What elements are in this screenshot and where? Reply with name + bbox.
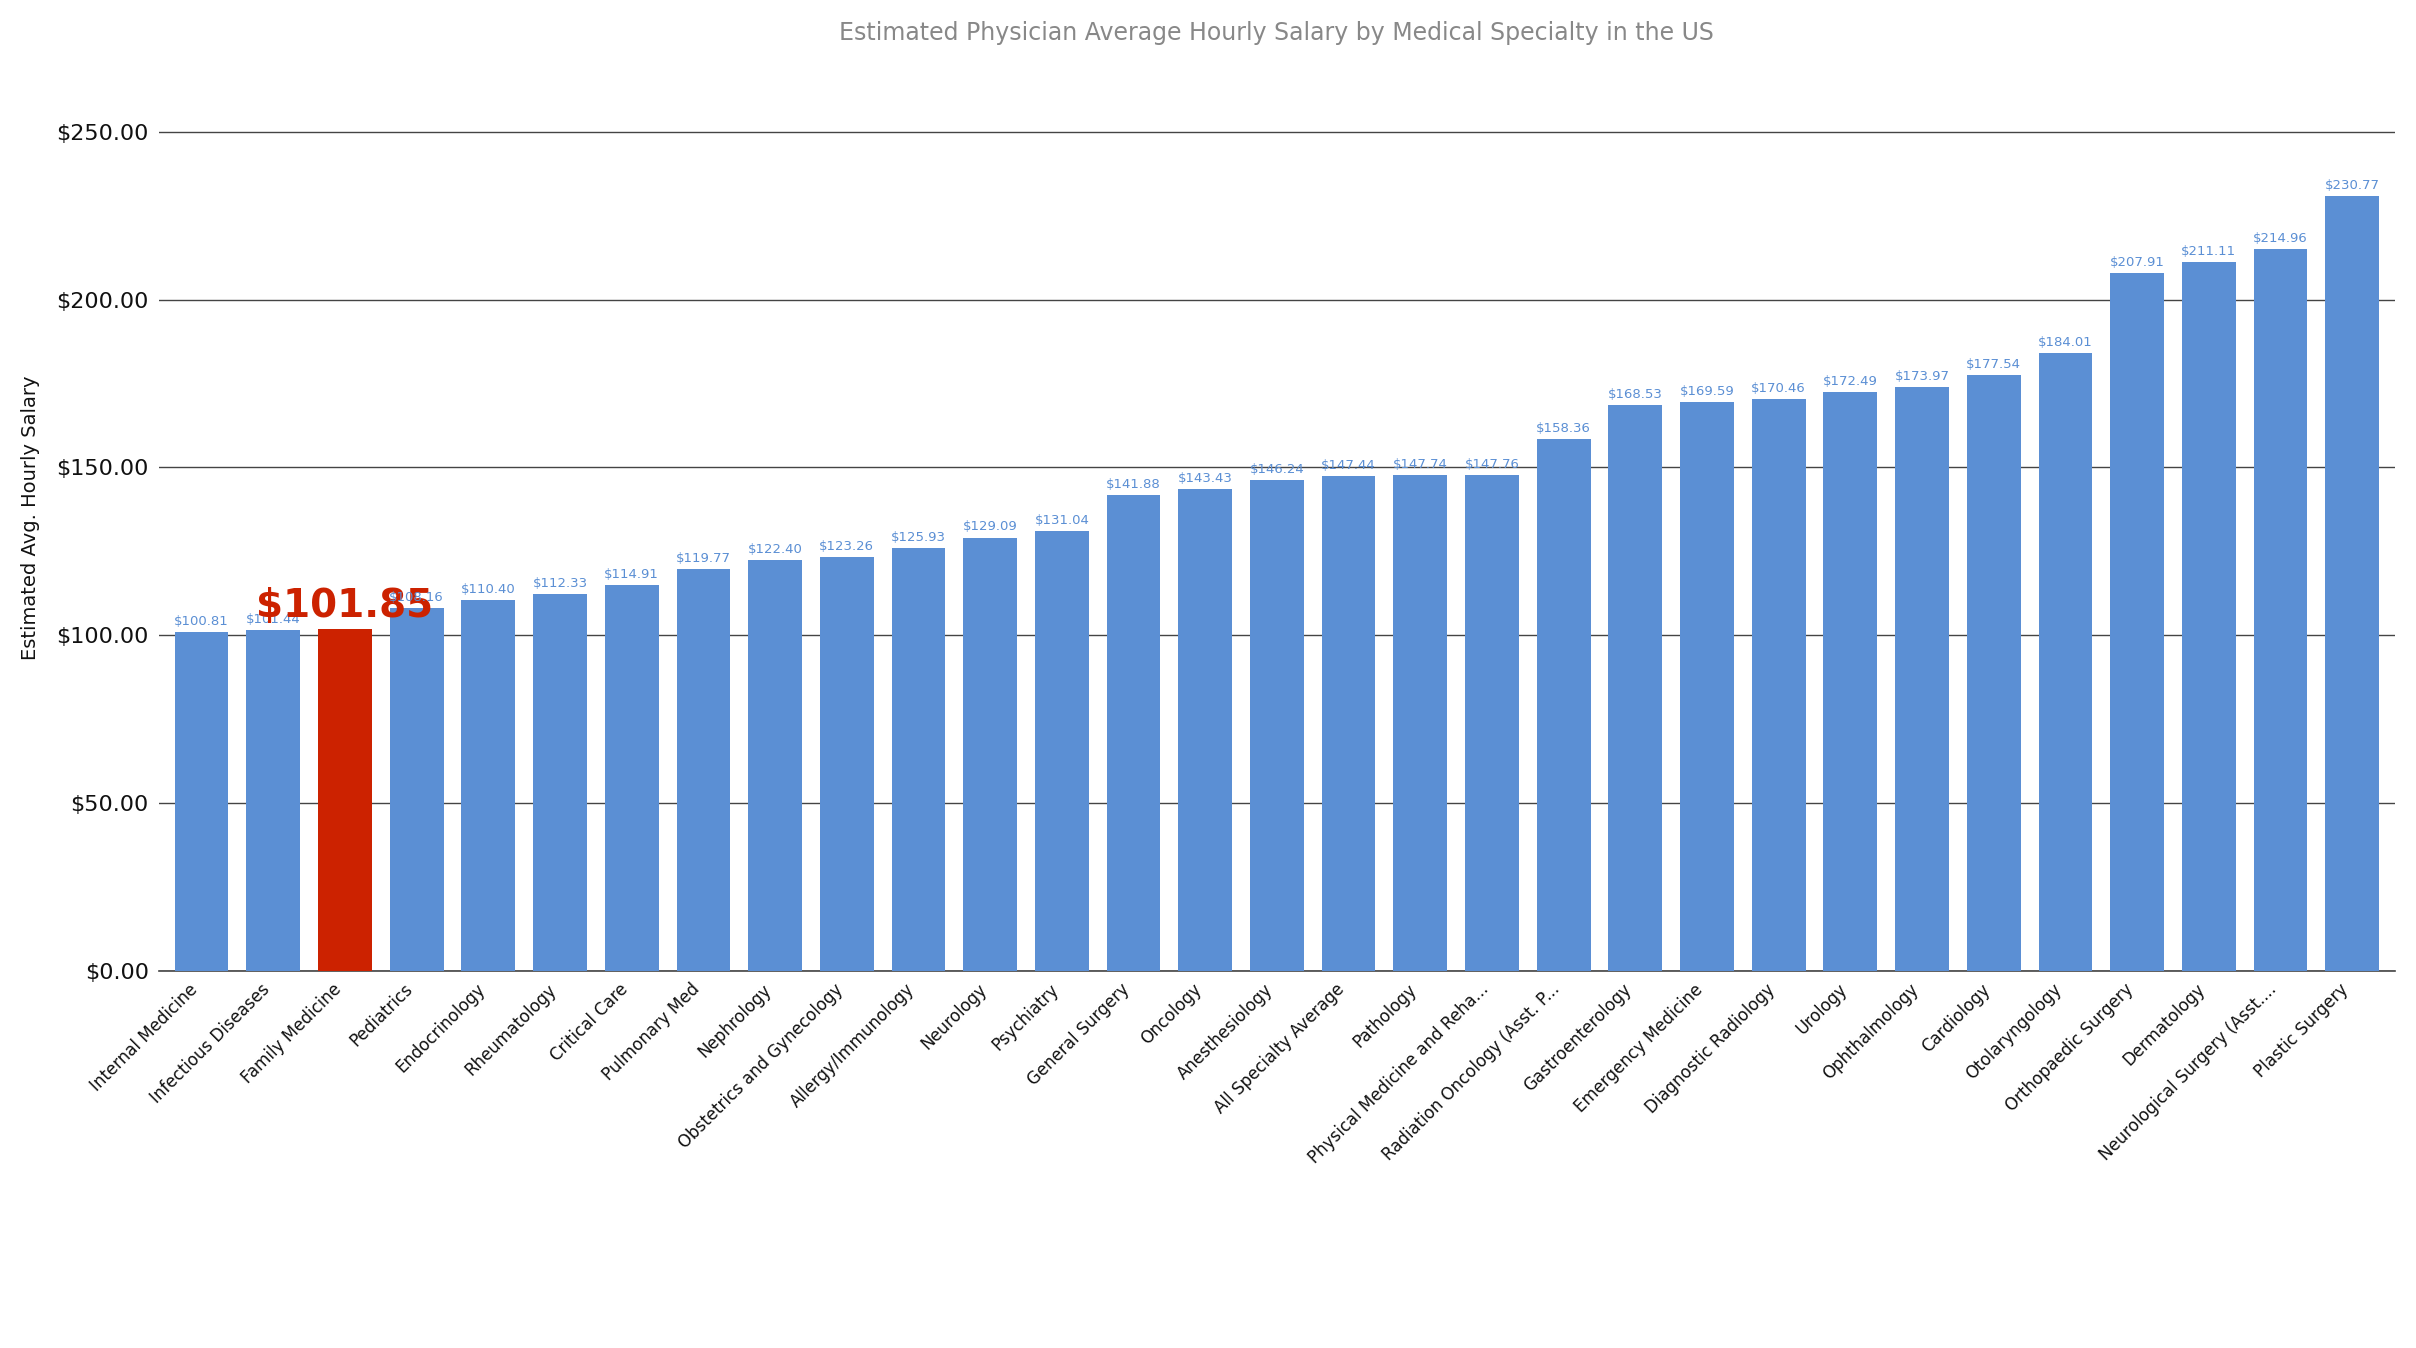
Bar	[534, 593, 587, 971]
Bar	[2182, 263, 2235, 971]
Text: $173.97: $173.97	[1894, 369, 1950, 383]
Bar	[1609, 406, 1662, 971]
Text: $172.49: $172.49	[1824, 375, 1877, 388]
Text: $146.24: $146.24	[1249, 462, 1305, 476]
Text: $177.54: $177.54	[1967, 359, 2022, 371]
Bar	[319, 630, 372, 971]
Bar	[1034, 531, 1090, 971]
Text: $100.81: $100.81	[174, 616, 230, 628]
Text: $158.36: $158.36	[1537, 422, 1592, 435]
Bar	[246, 631, 300, 971]
Bar	[819, 557, 875, 971]
Text: $147.74: $147.74	[1392, 458, 1447, 470]
Text: $170.46: $170.46	[1752, 381, 1807, 395]
Bar	[676, 569, 730, 971]
Text: $114.91: $114.91	[604, 568, 660, 581]
Bar	[461, 600, 515, 971]
Bar	[1752, 399, 1805, 971]
Bar	[1537, 439, 1590, 971]
Text: $110.40: $110.40	[461, 584, 515, 596]
Bar	[1249, 480, 1305, 971]
Text: $143.43: $143.43	[1177, 472, 1232, 485]
Bar	[2109, 274, 2165, 971]
Bar	[1824, 392, 1877, 971]
Bar	[1179, 489, 1232, 971]
Text: $147.76: $147.76	[1464, 458, 1520, 470]
Text: $101.85: $101.85	[256, 586, 432, 625]
Text: $101.44: $101.44	[246, 613, 300, 627]
Text: $122.40: $122.40	[747, 543, 802, 555]
Bar	[2254, 249, 2307, 971]
Y-axis label: Estimated Avg. Hourly Salary: Estimated Avg. Hourly Salary	[22, 376, 39, 661]
Bar	[604, 585, 660, 971]
Bar	[1464, 474, 1520, 971]
Bar	[389, 608, 445, 971]
Bar	[2039, 353, 2092, 971]
Text: $141.88: $141.88	[1107, 477, 1160, 491]
Bar	[964, 538, 1017, 971]
Bar	[174, 632, 230, 971]
Text: $125.93: $125.93	[892, 531, 947, 545]
Bar	[1107, 495, 1160, 971]
Text: $207.91: $207.91	[2109, 256, 2165, 270]
Text: $112.33: $112.33	[532, 577, 587, 589]
Text: $230.77: $230.77	[2324, 179, 2380, 193]
Text: $211.11: $211.11	[2182, 245, 2237, 259]
Text: $184.01: $184.01	[2039, 336, 2092, 349]
Text: $147.44: $147.44	[1322, 458, 1377, 472]
Bar	[1679, 402, 1735, 971]
Bar	[1894, 387, 1950, 971]
Bar	[892, 549, 945, 971]
Bar	[749, 559, 802, 971]
Bar	[2324, 197, 2380, 971]
Text: $168.53: $168.53	[1609, 388, 1662, 402]
Text: $131.04: $131.04	[1034, 514, 1090, 527]
Text: $123.26: $123.26	[819, 541, 875, 553]
Text: $119.77: $119.77	[676, 551, 732, 565]
Title: Estimated Physician Average Hourly Salary by Medical Specialty in the US: Estimated Physician Average Hourly Salar…	[838, 20, 1715, 44]
Text: $108.16: $108.16	[389, 590, 445, 604]
Text: $129.09: $129.09	[962, 520, 1017, 534]
Bar	[1394, 474, 1447, 971]
Text: $214.96: $214.96	[2254, 232, 2307, 245]
Bar	[1322, 476, 1375, 971]
Bar	[1967, 375, 2020, 971]
Text: $169.59: $169.59	[1679, 384, 1735, 398]
